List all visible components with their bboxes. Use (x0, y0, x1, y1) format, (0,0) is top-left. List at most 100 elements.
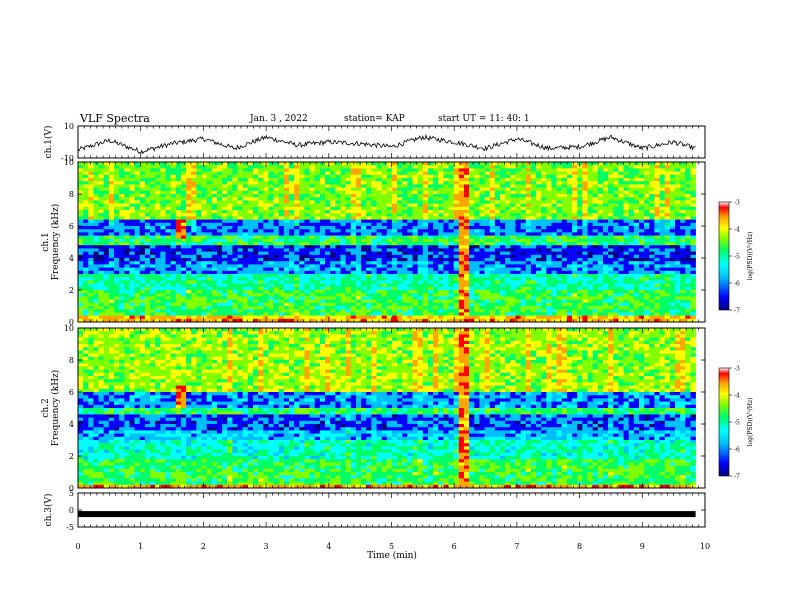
ch1-spec-cell (427, 277, 434, 281)
ch1-spec-cell (278, 229, 285, 233)
ch1-spec-cell (515, 187, 521, 192)
ch1-spec-cell (587, 171, 593, 176)
ch1-spec-cell (211, 277, 218, 281)
ch1-spec-cell (397, 283, 403, 288)
ch1-spec-cell (541, 187, 547, 192)
ch1-spec-cell (397, 178, 403, 182)
ch1-spec-cell (180, 229, 187, 233)
ch1-spec-cell (345, 171, 352, 176)
ch1-spec-cell (103, 312, 110, 316)
ch1-spec-cell (464, 184, 470, 188)
ch1-spec-cell (551, 283, 557, 288)
ch1-spec-cell (252, 216, 259, 220)
ch1-spec-cell (232, 216, 238, 220)
ch1-spec-cell (397, 165, 403, 169)
ch1-spec-cell (566, 299, 573, 304)
ch1-spec-cell (572, 312, 578, 316)
ch1-spec-cell (299, 242, 305, 246)
ch1-spec-cell (489, 296, 496, 300)
ch1-spec-cell (494, 251, 501, 256)
ch1-spec-cell (273, 286, 280, 291)
ch1-spec-cell (587, 206, 593, 211)
ch1-spec-cell (175, 216, 182, 220)
ch1-spec-cell (350, 264, 357, 268)
ch1-spec-cell (186, 213, 192, 217)
ch1-spec-cell (391, 190, 398, 195)
ch1-spec-cell (124, 168, 130, 172)
ch1-spec-cell (304, 200, 310, 204)
ch1-spec-cell (371, 206, 377, 211)
ch1-spec-cell (124, 229, 130, 233)
ch1-spec-cell (175, 277, 182, 281)
ch1-spec-cell (510, 206, 516, 211)
ch1-spec-cell (546, 277, 552, 281)
ch1-spec-cell (500, 200, 506, 204)
ch1-spec-cell (222, 213, 228, 217)
ch1-spec-cell (561, 171, 568, 176)
ch1-spec-cell (366, 232, 372, 236)
ch1-spec-cell (201, 254, 207, 259)
ch1-spec-cell (577, 270, 583, 275)
ch1-spec-cell (397, 277, 403, 281)
ch1-spec-cell (397, 219, 403, 224)
ch1-spec-cell (242, 251, 249, 256)
ch1-spec-cell (402, 296, 408, 300)
ch1-spec-cell (222, 280, 228, 284)
ch1-spec-cell (397, 181, 403, 185)
ch1-spec-cell (304, 162, 310, 166)
ch1-spec-cell (397, 206, 403, 211)
ch1-spec-cell (489, 162, 496, 166)
ch1-spec-cell (165, 210, 171, 214)
ch1-spec-cell (530, 184, 537, 188)
ch1-spec-cell (119, 184, 125, 188)
ch1-spec-cell (500, 190, 506, 195)
ch1-spec-cell (227, 187, 233, 192)
ch1-spec-cell (191, 286, 197, 291)
ch1-spec-cell (469, 232, 475, 236)
ch1-spec-cell (438, 306, 444, 310)
ch1-spec-cell (124, 197, 130, 201)
ch1-spec-cell (438, 299, 444, 304)
ch1-spec-cell (201, 171, 207, 176)
ch1-spec-cell (299, 267, 305, 272)
ch1-spec-cell (361, 174, 367, 179)
ch1-spec-cell (448, 264, 455, 268)
ch1-spec-cell (391, 242, 398, 246)
ch1-spec-cell (458, 274, 465, 278)
ch1-spec-cell (206, 302, 213, 307)
ch1-spec-cell (412, 267, 418, 272)
ch1-spec-cell (165, 194, 171, 198)
ch1-spec-cell (458, 165, 465, 169)
ch1-spec-cell (309, 238, 316, 243)
ch1-spec-cell (515, 190, 521, 195)
ch1-spec-cell (530, 232, 537, 236)
ch1-spec-cell (314, 302, 321, 307)
ch1-spec-cell (397, 216, 403, 220)
ch1-spec-cell (283, 165, 290, 169)
ch1-spec-cell (510, 171, 516, 176)
ch1-spec-cell (273, 315, 280, 320)
ch1-spec-cell (268, 184, 274, 188)
ch1-spec-cell (252, 293, 259, 297)
ch1-spec-cell (572, 264, 578, 268)
ch1-spec-cell (150, 248, 156, 252)
ch1-spec-cell (355, 293, 362, 297)
ch1-spec-cell (474, 171, 480, 176)
ch1-spec-cell (340, 203, 346, 208)
ch1-spec-cell (325, 216, 331, 220)
ch1-spec-cell (211, 258, 218, 262)
ch1-spec-cell (541, 232, 547, 236)
ch1-spec-cell (530, 277, 537, 281)
ch1-spec-cell (304, 171, 310, 176)
ch1-spec-cell (572, 254, 578, 259)
ch1-spec-cell (150, 187, 156, 192)
ch1-spec-cell (222, 309, 228, 313)
ch1-spec-cell (391, 245, 398, 249)
ch1-spec-cell (443, 190, 449, 195)
ch1-spec-cell (78, 312, 84, 316)
ch1-spec-cell (448, 270, 455, 275)
ch1-spec-cell (268, 277, 274, 281)
ch1-spec-cell (355, 258, 362, 262)
ch1-spec-cell (391, 216, 398, 220)
ch1-spec-cell (397, 194, 403, 198)
